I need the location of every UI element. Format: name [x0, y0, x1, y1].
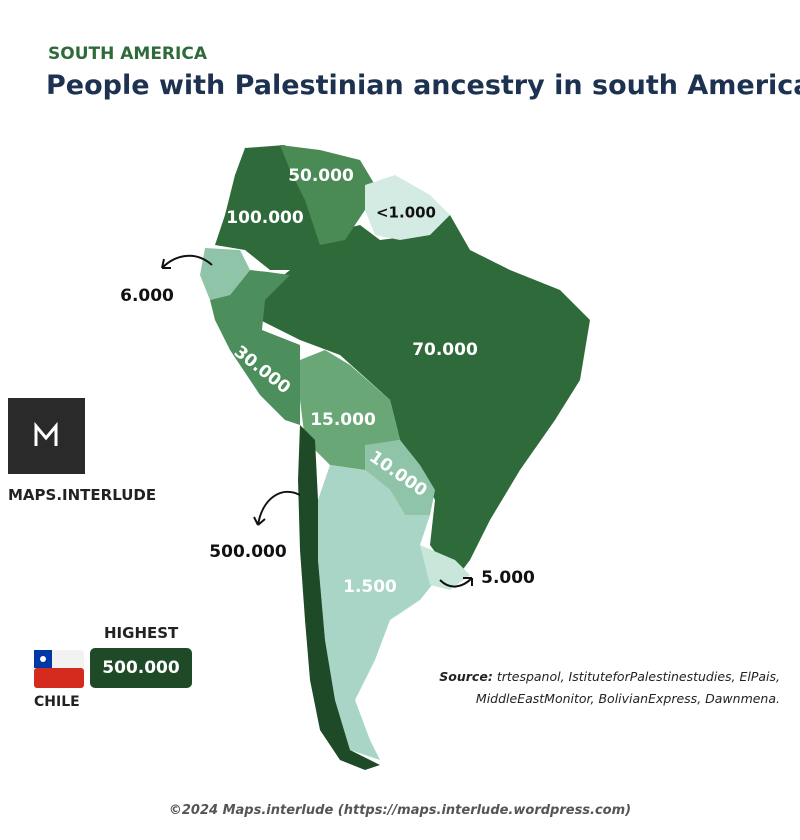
region-label: 15.000 — [310, 410, 376, 430]
source-text: trtespanol, IstituteforPalestinestudies,… — [475, 669, 780, 706]
guianas — [365, 175, 450, 240]
logo-name: MAPS.INTERLUDE — [8, 486, 157, 504]
brazil — [260, 215, 590, 580]
region-label: 70.000 — [412, 340, 478, 360]
flag — [34, 668, 84, 688]
ecuador — [200, 248, 250, 300]
peru — [210, 270, 300, 425]
arrow — [439, 577, 473, 588]
footer: ©2024 Maps.interlude (https://maps.inter… — [168, 803, 632, 818]
source-label: Source: — [439, 669, 493, 684]
region-label: <1.000 — [376, 204, 436, 222]
source: Source: trtespanol, IstituteforPalestine… — [420, 666, 780, 710]
region-label: 6.000 — [120, 286, 174, 306]
bolivia — [300, 350, 400, 470]
title: People with Palestinian ancestry in sout… — [46, 70, 800, 101]
chile — [298, 425, 380, 770]
region-label: 5.000 — [481, 568, 535, 588]
region-label: 100.000 — [226, 208, 304, 228]
arrow — [161, 254, 213, 269]
flag — [40, 656, 46, 662]
region-label: 1.500 — [343, 577, 397, 597]
argentina — [318, 465, 440, 760]
logo — [8, 398, 85, 474]
kicker: SOUTH AMERICA — [48, 44, 207, 64]
highlight-country: CHILE — [34, 694, 80, 710]
arrow — [253, 490, 301, 526]
paraguay — [365, 440, 435, 515]
region-label: 50.000 — [288, 166, 354, 186]
venezuela — [280, 145, 375, 245]
uruguay — [420, 545, 470, 590]
highlight-heading: HIGHEST — [104, 624, 179, 642]
region-label: 500.000 — [209, 542, 287, 562]
highlight-value: 500.000 — [90, 648, 192, 688]
colombia — [215, 145, 330, 270]
logo-icon — [34, 421, 58, 446]
